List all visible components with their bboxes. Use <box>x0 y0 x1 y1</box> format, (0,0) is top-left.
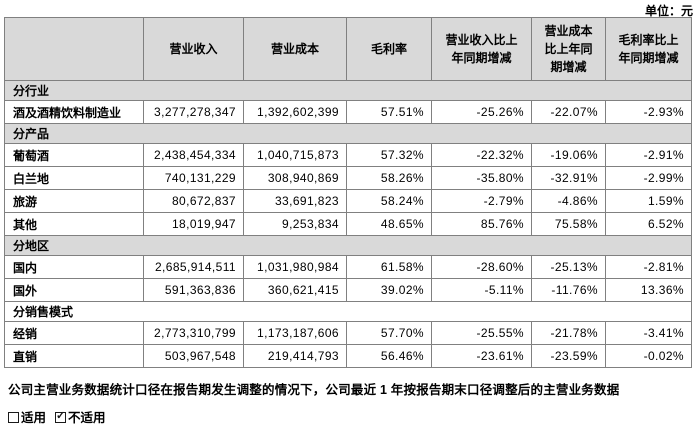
col-header-empty <box>4 17 144 81</box>
cell-gross-margin: 39.02% <box>346 278 432 302</box>
cell-operating-revenue: 3,277,278,347 <box>143 100 244 124</box>
cell-operating-cost: 1,031,980,984 <box>243 255 347 279</box>
cell-cost-yoy: -32.91% <box>531 166 606 190</box>
section-label: 分产品 <box>4 123 692 144</box>
applicable-checkbox-group: 适用 <box>8 407 46 426</box>
cell-operating-cost: 1,173,187,606 <box>243 321 347 345</box>
cell-operating-revenue: 2,685,914,511 <box>143 255 244 279</box>
row-label: 国内 <box>4 255 144 279</box>
row-label: 酒及酒精饮料制造业 <box>4 100 144 124</box>
cell-operating-cost: 9,253,834 <box>243 212 347 236</box>
section-label: 分行业 <box>4 80 692 101</box>
table-row-brandy: 白兰地 740,131,229 308,940,869 58.26% -35.8… <box>4 166 692 190</box>
cell-operating-revenue: 18,019,947 <box>143 212 244 236</box>
table-row-overseas: 国外 591,363,836 360,621,415 39.02% -5.11%… <box>4 278 692 302</box>
cell-revenue-yoy: -25.26% <box>431 100 532 124</box>
cell-operating-cost: 219,414,793 <box>243 344 347 368</box>
cell-margin-yoy: -2.93% <box>605 100 692 124</box>
cell-operating-cost: 33,691,823 <box>243 189 347 213</box>
unchecked-checkbox-icon <box>8 411 19 423</box>
col-header-operating-cost: 营业成本 <box>243 17 347 81</box>
table-row-alcohol-industry: 酒及酒精饮料制造业 3,277,278,347 1,392,602,399 57… <box>4 100 692 124</box>
cell-operating-revenue: 740,131,229 <box>143 166 244 190</box>
main-business-table: 营业收入 营业成本 毛利率 营业收入比上 年同期增减 营业成本 比上年同 期增减… <box>4 17 692 368</box>
adjustment-note: 公司主营业务数据统计口径在报告期发生调整的情况下，公司最近 1 年按报告期末口径… <box>8 383 620 397</box>
cell-gross-margin: 48.65% <box>346 212 432 236</box>
cell-revenue-yoy: -5.11% <box>431 278 532 302</box>
row-label: 葡萄酒 <box>4 143 144 167</box>
row-label: 直销 <box>4 344 144 368</box>
cell-cost-yoy: -25.13% <box>531 255 606 279</box>
cell-revenue-yoy: -2.79% <box>431 189 532 213</box>
row-label: 旅游 <box>4 189 144 213</box>
cell-revenue-yoy: -28.60% <box>431 255 532 279</box>
cell-operating-cost: 308,940,869 <box>243 166 347 190</box>
cell-margin-yoy: -0.02% <box>605 344 692 368</box>
row-label: 国外 <box>4 278 144 302</box>
table-row-domestic: 国内 2,685,914,511 1,031,980,984 61.58% -2… <box>4 255 692 279</box>
not-applicable-label: 不适用 <box>68 411 106 425</box>
cell-revenue-yoy: -35.80% <box>431 166 532 190</box>
cell-gross-margin: 57.70% <box>346 321 432 345</box>
cell-revenue-yoy: 85.76% <box>431 212 532 236</box>
section-label: 分销售模式 <box>4 301 692 322</box>
cell-gross-margin: 58.26% <box>346 166 432 190</box>
table-row-distribution: 经销 2,773,310,799 1,173,187,606 57.70% -2… <box>4 321 692 345</box>
table-row-wine: 葡萄酒 2,438,454,334 1,040,715,873 57.32% -… <box>4 143 692 167</box>
cell-operating-revenue: 2,773,310,799 <box>143 321 244 345</box>
cell-operating-cost: 1,040,715,873 <box>243 143 347 167</box>
cell-margin-yoy: -3.41% <box>605 321 692 345</box>
checked-checkbox-icon <box>55 409 67 423</box>
cell-margin-yoy: 13.36% <box>605 278 692 302</box>
cell-gross-margin: 57.32% <box>346 143 432 167</box>
applicability-options: 适用 不适用 <box>8 407 700 426</box>
cell-revenue-yoy: -22.32% <box>431 143 532 167</box>
table-header-row: 营业收入 营业成本 毛利率 营业收入比上 年同期增减 营业成本 比上年同 期增减… <box>4 17 692 81</box>
cell-operating-cost: 1,392,602,399 <box>243 100 347 124</box>
table-row-tourism: 旅游 80,672,837 33,691,823 58.24% -2.79% -… <box>4 189 692 213</box>
section-row-by-product: 分产品 <box>4 123 692 144</box>
cell-operating-revenue: 591,363,836 <box>143 278 244 302</box>
table-row-direct-sales: 直销 503,967,548 219,414,793 56.46% -23.61… <box>4 344 692 368</box>
cell-margin-yoy: -2.81% <box>605 255 692 279</box>
applicable-label: 适用 <box>21 411 47 425</box>
col-header-operating-revenue: 营业收入 <box>143 17 244 81</box>
cell-margin-yoy: 1.59% <box>605 189 692 213</box>
cell-cost-yoy: -21.78% <box>531 321 606 345</box>
col-header-margin-yoy: 毛利率比上 年同期增减 <box>605 17 692 81</box>
cell-cost-yoy: -22.07% <box>531 100 606 124</box>
section-label: 分地区 <box>4 235 692 256</box>
cell-operating-revenue: 80,672,837 <box>143 189 244 213</box>
row-label: 其他 <box>4 212 144 236</box>
cell-operating-revenue: 2,438,454,334 <box>143 143 244 167</box>
cell-cost-yoy: -4.86% <box>531 189 606 213</box>
cell-margin-yoy: -2.91% <box>605 143 692 167</box>
cell-cost-yoy: 75.58% <box>531 212 606 236</box>
cell-margin-yoy: -2.99% <box>605 166 692 190</box>
cell-revenue-yoy: -25.55% <box>431 321 532 345</box>
not-applicable-checkbox-group: 不适用 <box>55 407 106 426</box>
section-row-by-sales-model: 分销售模式 <box>4 301 692 322</box>
row-label: 白兰地 <box>4 166 144 190</box>
cell-gross-margin: 56.46% <box>346 344 432 368</box>
cell-gross-margin: 58.24% <box>346 189 432 213</box>
cell-gross-margin: 61.58% <box>346 255 432 279</box>
row-label: 经销 <box>4 321 144 345</box>
col-header-gross-margin: 毛利率 <box>346 17 432 81</box>
col-header-revenue-yoy: 营业收入比上 年同期增减 <box>431 17 532 81</box>
cell-margin-yoy: 6.52% <box>605 212 692 236</box>
cell-cost-yoy: -11.76% <box>531 278 606 302</box>
cell-cost-yoy: -23.59% <box>531 344 606 368</box>
cell-cost-yoy: -19.06% <box>531 143 606 167</box>
col-header-cost-yoy: 营业成本 比上年同 期增减 <box>531 17 606 81</box>
cell-gross-margin: 57.51% <box>346 100 432 124</box>
section-row-by-industry: 分行业 <box>4 80 692 101</box>
cell-operating-cost: 360,621,415 <box>243 278 347 302</box>
unit-label: 单位：元 <box>644 4 693 18</box>
cell-operating-revenue: 503,967,548 <box>143 344 244 368</box>
section-row-by-region: 分地区 <box>4 235 692 256</box>
cell-revenue-yoy: -23.61% <box>431 344 532 368</box>
table-row-other: 其他 18,019,947 9,253,834 48.65% 85.76% 75… <box>4 212 692 236</box>
